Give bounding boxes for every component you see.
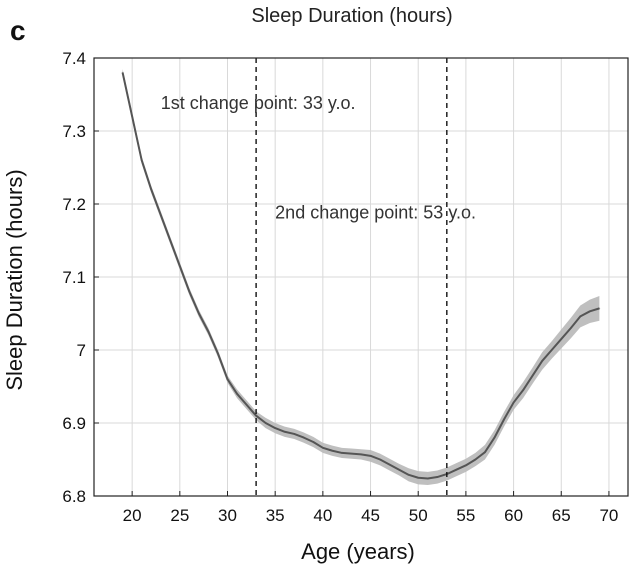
data-point [569, 327, 572, 329]
y-tick-label: 7 [77, 341, 86, 360]
change-point-label: 1st change point: 33 y.o. [161, 93, 356, 113]
panel-letter: c [10, 15, 26, 46]
data-point [426, 477, 429, 480]
data-point [179, 265, 181, 267]
data-point [121, 71, 124, 74]
data-point [474, 458, 477, 461]
data-point [465, 464, 467, 467]
y-tick-label: 7.4 [62, 49, 86, 68]
data-point [455, 468, 458, 471]
tick-layer: 20 25 30 35 40 45 50 55 60 65 70 6.8 6.9 7 7.1 7.2 7.3 7.… [62, 49, 618, 525]
data-point [369, 455, 372, 457]
y-tick-label: 7.2 [62, 195, 86, 214]
data-point [159, 214, 162, 216]
chart-title: Sleep Duration (hours) [251, 5, 452, 27]
data-point [417, 476, 420, 479]
data-point [550, 349, 553, 351]
grid-layer [94, 57, 628, 497]
x-tick-label: 50 [409, 506, 428, 525]
data-point [264, 422, 267, 424]
series-line-layer [121, 71, 601, 480]
data-point [255, 414, 257, 417]
data-point [302, 436, 305, 439]
x-tick-label: 35 [266, 506, 285, 525]
y-tick-label: 6.8 [62, 487, 86, 506]
change-point-layer: 1st change point: 33 y.o. 2nd change poin… [161, 58, 476, 496]
data-point [322, 447, 324, 449]
data-point [493, 436, 496, 439]
data-point [598, 307, 601, 310]
data-point [579, 315, 582, 318]
sleep-duration-line [121, 72, 600, 480]
data-point [226, 378, 229, 381]
y-tick-label: 7.3 [62, 122, 86, 141]
data-point [245, 403, 248, 406]
data-point [512, 401, 515, 404]
x-tick-label: 25 [170, 506, 189, 525]
data-point [398, 468, 400, 471]
data-point [436, 476, 439, 478]
data-point [522, 389, 524, 391]
x-tick-label: 45 [361, 506, 380, 525]
data-point [169, 239, 172, 242]
data-point [131, 115, 133, 118]
x-axis-label: Age (years) [301, 539, 415, 564]
data-point [188, 290, 191, 293]
data-point [236, 393, 238, 395]
data-point [274, 427, 276, 429]
data-point [379, 458, 381, 461]
y-tick-label: 6.9 [62, 414, 86, 433]
data-point [560, 338, 563, 340]
data-point [312, 441, 315, 443]
x-tick-label: 70 [599, 506, 618, 525]
data-point [283, 430, 286, 433]
data-point [589, 310, 591, 313]
data-point [331, 449, 334, 452]
y-tick-label: 7.1 [62, 268, 86, 287]
x-tick-label: 65 [552, 506, 571, 525]
data-point [293, 433, 296, 435]
data-point [484, 451, 486, 454]
data-point [407, 474, 410, 476]
x-tick-label: 55 [456, 506, 475, 525]
data-point [503, 418, 505, 421]
data-point [388, 463, 391, 466]
data-point [140, 159, 143, 161]
data-point [541, 360, 543, 362]
data-point [360, 453, 362, 456]
y-axis-label: Sleep Duration (hours) [2, 169, 27, 390]
x-tick-label: 20 [123, 506, 142, 525]
change-point-label: 2nd change point: 53 y.o. [275, 203, 476, 223]
data-point [531, 374, 534, 377]
data-point [207, 330, 210, 333]
x-tick-label: 40 [313, 506, 332, 525]
data-point [198, 312, 200, 315]
x-tick-label: 30 [218, 506, 237, 525]
data-point [350, 452, 353, 455]
data-point [341, 452, 343, 454]
data-point [150, 188, 153, 191]
x-tick-label: 60 [504, 506, 523, 525]
data-point [217, 352, 219, 355]
